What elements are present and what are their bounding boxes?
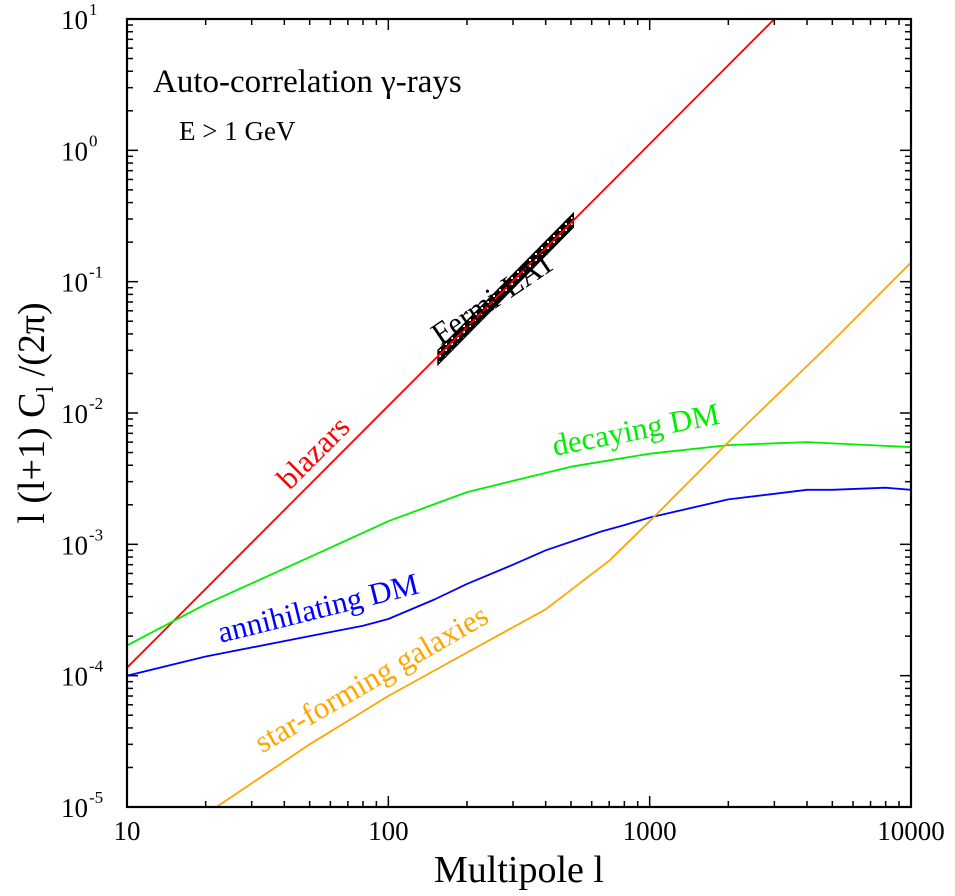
axis-ticks <box>126 19 911 808</box>
x-tick-label: 100 <box>368 816 409 846</box>
series-label-blazars: blazars <box>270 409 357 496</box>
y-axis-title-main: l (l+1) C <box>11 393 53 524</box>
series-line-star-forming-galaxies <box>215 261 911 807</box>
svg-text:l (l+1) Cl /(2π): l (l+1) Cl /(2π) <box>11 302 59 523</box>
y-axis-title-sub: l <box>33 386 59 393</box>
y-tick-exponent: -1 <box>89 263 103 282</box>
x-axis-title: Multipole l <box>434 849 604 891</box>
y-tick-exponent: -4 <box>89 657 104 676</box>
x-tick-label: 10000 <box>877 816 945 846</box>
chart-title: Auto-correlation γ-rays <box>153 64 462 100</box>
x-tick-label: 1000 <box>623 816 677 846</box>
series-label-fermi-lat: Fermi-LAT <box>425 243 562 351</box>
y-axis-title: l (l+1) Cl /(2π) <box>11 302 59 523</box>
y-tick-label: 10 <box>61 136 88 166</box>
y-tick-label: 10 <box>61 5 88 35</box>
y-tick-exponent: 0 <box>89 131 98 150</box>
y-tick-label: 10 <box>61 268 88 298</box>
x-tick-label: 10 <box>114 816 141 846</box>
y-tick-label: 10 <box>61 662 88 692</box>
y-tick-exponent: -5 <box>89 788 103 807</box>
y-tick-exponent: -2 <box>89 394 103 413</box>
y-tick-label: 10 <box>61 530 88 560</box>
y-tick-label: 10 <box>61 399 88 429</box>
series-label-decaying-dm: decaying DM <box>549 396 722 463</box>
plot-curves <box>127 19 911 807</box>
series-label-annihilating-dm: annihilating DM <box>214 566 422 650</box>
y-tick-exponent: -3 <box>89 525 103 544</box>
y-tick-exponent: 1 <box>89 0 98 19</box>
series-line-blazars <box>127 19 776 669</box>
series-line-decaying-dm <box>127 441 911 647</box>
y-tick-label: 10 <box>61 793 88 823</box>
chart-subtitle: E > 1 GeV <box>179 116 296 146</box>
series-line-annihilating-dm <box>127 486 911 677</box>
y-axis-title-tail: /(2π) <box>11 302 53 386</box>
